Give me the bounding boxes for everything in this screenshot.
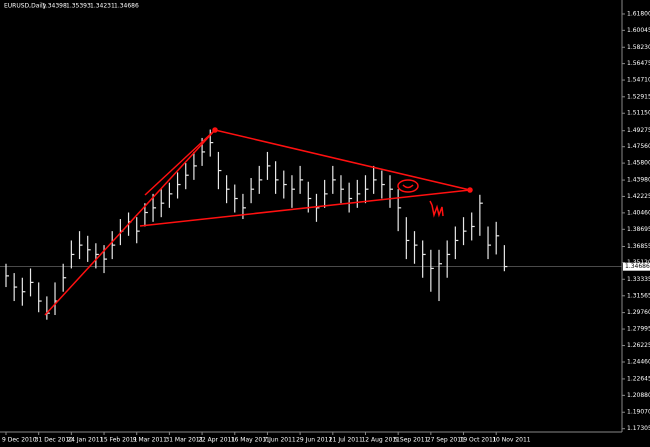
x-tick-label: 7 Jun 2011 — [263, 437, 295, 444]
y-tick-label: 1.36855 — [627, 243, 650, 250]
x-tick-label: 22 Apr 2011 — [198, 437, 235, 444]
y-tick-label: 1.33335 — [627, 276, 650, 283]
x-tick-label: 31 Dec 2010 — [35, 437, 74, 444]
trendline — [44, 129, 216, 316]
x-tick-label: 24 Jan 2011 — [67, 437, 103, 444]
header-high: 1.35393 — [66, 3, 91, 10]
y-tick-label: 1.40460 — [627, 209, 650, 216]
y-tick-label: 1.35120 — [627, 259, 650, 266]
anchor — [467, 187, 473, 193]
x-tick-label: 29 Jun 2011 — [296, 437, 332, 444]
y-tick-label: 1.58230 — [627, 44, 650, 51]
header-close: 1.34686 — [114, 3, 139, 10]
y-tick-label: 1.56475 — [627, 60, 650, 67]
x-tick-label: 21 Jul 2011 — [329, 437, 363, 444]
y-tick-label: 1.38695 — [627, 226, 650, 233]
y-tick-label: 1.17305 — [627, 425, 650, 432]
y-tick-label: 1.47560 — [627, 143, 650, 150]
header-symbol: EURUSD,Daily — [4, 3, 47, 10]
price-label-box — [623, 262, 650, 271]
x-tick-label: 15 Feb 2011 — [100, 437, 138, 444]
x-tick-label: 16 May 2011 — [231, 437, 270, 444]
x-tick-label: 12 Aug 2011 — [361, 437, 400, 444]
y-tick-label: 1.61800 — [627, 10, 650, 17]
header-open: 1.34398 — [42, 3, 67, 10]
price-label: 1.34686 — [625, 263, 650, 270]
header-low: 1.34231 — [90, 3, 115, 10]
trendline — [139, 189, 471, 227]
y-tick-label: 1.52915 — [627, 93, 650, 100]
drawing — [429, 200, 444, 218]
y-tick-label: 1.31565 — [627, 292, 650, 299]
y-tick-label: 1.24460 — [627, 359, 650, 366]
x-tick-label: 5 Sep 2011 — [394, 437, 428, 444]
y-tick-label: 1.20880 — [627, 392, 650, 399]
y-tick-label: 1.49275 — [627, 127, 650, 134]
y-tick-label: 1.42225 — [627, 193, 650, 200]
x-tick-label: 9 Mar 2011 — [133, 437, 167, 444]
anchor — [212, 127, 218, 133]
x-tick-label: 31 Mar 2011 — [165, 437, 203, 444]
trendlines — [44, 127, 473, 316]
y-tick-label: 1.60045 — [627, 27, 650, 34]
y-tick-label: 1.19070 — [627, 409, 650, 416]
y-tick-label: 1.45800 — [627, 160, 650, 167]
x-tick-label: 27 Sep 2011 — [427, 437, 465, 444]
y-tick-label: 1.54710 — [627, 77, 650, 84]
x-tick-label: 9 Dec 2010 — [2, 437, 37, 444]
y-tick-label: 1.27995 — [627, 326, 650, 333]
drawing — [397, 179, 419, 193]
y-tick-label: 1.26225 — [627, 342, 650, 349]
drawing — [402, 184, 414, 189]
marks — [0, 129, 622, 320]
y-tick-label: 1.22645 — [627, 375, 650, 382]
trendline — [214, 129, 471, 191]
x-tick-label: 19 Oct 2011 — [460, 437, 497, 444]
y-tick-label: 1.43980 — [627, 177, 650, 184]
trendline — [144, 129, 216, 196]
y-tick-label: 1.29760 — [627, 309, 650, 316]
x-tick-label: 10 Nov 2011 — [492, 437, 531, 444]
y-tick-label: 1.51150 — [627, 110, 650, 117]
